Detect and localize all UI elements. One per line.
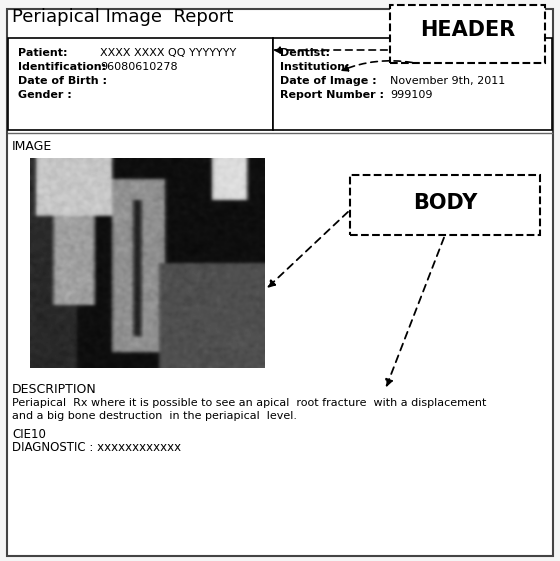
Text: 999109: 999109: [390, 90, 432, 100]
Text: DIAGNOSTIC : xxxxxxxxxxxx: DIAGNOSTIC : xxxxxxxxxxxx: [12, 441, 181, 454]
Text: Report Number :: Report Number :: [280, 90, 384, 100]
Text: Gender :: Gender :: [18, 90, 72, 100]
Text: Periapical  Rx where it is possible to see an apical  root fracture  with a disp: Periapical Rx where it is possible to se…: [12, 398, 487, 408]
Text: IMAGE: IMAGE: [12, 140, 52, 153]
Text: Periapical Image  Report: Periapical Image Report: [12, 8, 234, 26]
Text: Patient:: Patient:: [18, 48, 68, 58]
Text: Date of Image :: Date of Image :: [280, 76, 377, 86]
Text: Date of Birth :: Date of Birth :: [18, 76, 107, 86]
FancyBboxPatch shape: [8, 38, 273, 130]
FancyBboxPatch shape: [350, 175, 540, 235]
Text: HEADER: HEADER: [420, 20, 515, 40]
Text: XXXX XXXX QQ YYYYYYY: XXXX XXXX QQ YYYYYYY: [100, 48, 236, 58]
FancyBboxPatch shape: [273, 38, 552, 130]
Text: Identification:: Identification:: [18, 62, 106, 72]
Text: BODY: BODY: [413, 193, 477, 213]
Text: and a big bone destruction  in the periapical  level.: and a big bone destruction in the periap…: [12, 411, 297, 421]
Text: November 9th, 2011: November 9th, 2011: [390, 76, 505, 86]
Text: CIE10: CIE10: [12, 428, 46, 441]
Text: 96080610278: 96080610278: [100, 62, 178, 72]
Text: Institution:: Institution:: [280, 62, 349, 72]
Text: Dentist:: Dentist:: [280, 48, 330, 58]
FancyBboxPatch shape: [390, 5, 545, 63]
Text: DESCRIPTION: DESCRIPTION: [12, 383, 97, 396]
FancyBboxPatch shape: [7, 9, 553, 556]
